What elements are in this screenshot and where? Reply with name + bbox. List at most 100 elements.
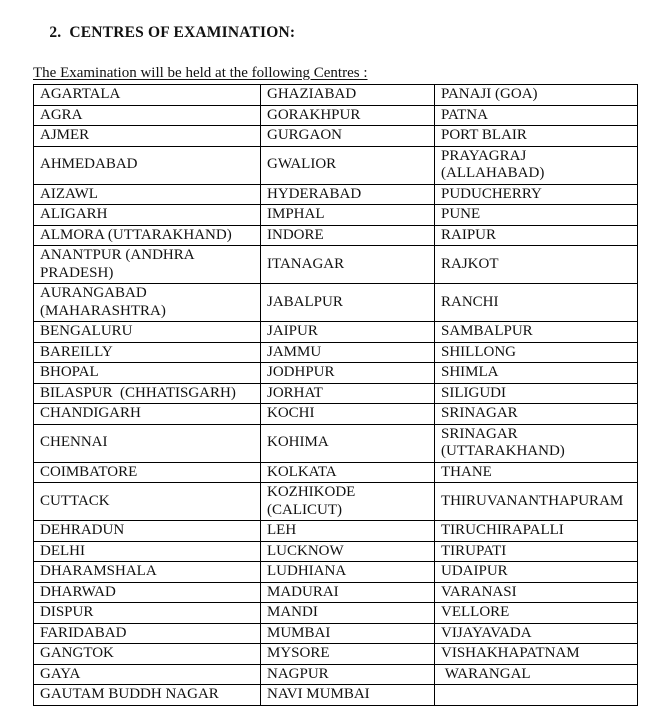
centre-cell: INDORE	[260, 224, 435, 246]
table-row: DELHI LUCKNOW TIRUPATI	[33, 540, 638, 562]
centre-cell: ALMORA (UTTARAKHAND)	[33, 224, 261, 246]
centre-cell: TIRUCHIRAPALLI	[434, 520, 638, 542]
centre-cell: DHARAMSHALA	[33, 561, 261, 583]
table-row: AGARTALA GHAZIABAD PANAJI (GOA)	[33, 84, 638, 106]
centre-cell: GWALIOR	[260, 145, 435, 185]
centre-cell: RAIPUR	[434, 224, 638, 246]
centre-cell: PATNA	[434, 104, 638, 126]
centre-cell: KOHIMA	[260, 423, 435, 463]
centre-cell: JAIPUR	[260, 321, 435, 343]
table-row: CHANDIGARH KOCHI SRINAGAR	[33, 403, 638, 425]
centre-cell: AGRA	[33, 104, 261, 126]
centre-cell: ALIGARH	[33, 204, 261, 226]
centre-cell: LUCKNOW	[260, 540, 435, 562]
table-row: BILASPUR (CHHATISGARH) JORHAT SILIGUDI	[33, 382, 638, 404]
centre-cell: VISHAKHAPATNAM	[434, 643, 638, 665]
centre-cell: IMPHAL	[260, 204, 435, 226]
centre-cell: JODHPUR	[260, 362, 435, 384]
centre-cell: BILASPUR (CHHATISGARH)	[33, 382, 261, 404]
section-number: 2.	[49, 24, 62, 41]
centre-cell: SRINAGAR (UTTARAKHAND)	[434, 423, 638, 463]
centre-cell: SILIGUDI	[434, 382, 638, 404]
centre-cell: BAREILLY	[33, 341, 261, 363]
table-row: BHOPAL JODHPUR SHIMLA	[33, 362, 638, 384]
centre-cell: SRINAGAR	[434, 403, 638, 425]
centre-cell: PUDUCHERRY	[434, 183, 638, 205]
table-row: AHMEDABAD GWALIOR PRAYAGRAJ (ALLAHABAD)	[33, 145, 638, 185]
centres-table-body: AGARTALA GHAZIABAD PANAJI (GOA) AGRA GOR…	[33, 84, 638, 706]
centre-cell: PORT BLAIR	[434, 125, 638, 147]
centres-table: AGARTALA GHAZIABAD PANAJI (GOA) AGRA GOR…	[33, 84, 638, 706]
table-row: AIZAWL HYDERABAD PUDUCHERRY	[33, 183, 638, 205]
centre-cell: CHANDIGARH	[33, 403, 261, 425]
centre-cell: BENGALURU	[33, 321, 261, 343]
table-row: ANANTPUR (ANDHRA PRADESH) ITANAGAR RAJKO…	[33, 245, 638, 284]
centre-cell: UDAIPUR	[434, 561, 638, 583]
centre-cell: AGARTALA	[33, 84, 261, 106]
centre-cell: MADURAI	[260, 581, 435, 603]
centre-cell: SHIMLA	[434, 362, 638, 384]
centre-cell: JABALPUR	[260, 283, 435, 322]
centre-cell: PRAYAGRAJ (ALLAHABAD)	[434, 145, 638, 185]
centre-cell: VELLORE	[434, 602, 638, 624]
centre-cell: JAMMU	[260, 341, 435, 363]
centre-cell: CHENNAI	[33, 423, 261, 463]
centre-cell: NAGPUR	[260, 663, 435, 685]
centre-cell: HYDERABAD	[260, 183, 435, 205]
centre-cell: GHAZIABAD	[260, 84, 435, 106]
centre-cell: TIRUPATI	[434, 540, 638, 562]
centre-cell: PUNE	[434, 204, 638, 226]
centre-cell	[434, 684, 638, 706]
centre-cell: PANAJI (GOA)	[434, 84, 638, 106]
section-title: CENTRES OF EXAMINATION:	[69, 24, 296, 41]
centre-cell: KOZHIKODE (CALICUT)	[260, 482, 435, 521]
centre-cell: DISPUR	[33, 602, 261, 624]
table-row: GANGTOK MYSORE VISHAKHAPATNAM	[33, 643, 638, 665]
centre-cell: VIJAYAVADA	[434, 622, 638, 644]
table-row: AURANGABAD (MAHARASHTRA) JABALPUR RANCHI	[33, 283, 638, 322]
centre-cell: LEH	[260, 520, 435, 542]
table-row: DISPUR MANDI VELLORE	[33, 602, 638, 624]
centre-cell: VARANASI	[434, 581, 638, 603]
centre-cell: SHILLONG	[434, 341, 638, 363]
centre-cell: AIZAWL	[33, 183, 261, 205]
table-row: DHARAMSHALA LUDHIANA UDAIPUR	[33, 561, 638, 583]
table-row: CHENNAI KOHIMA SRINAGAR (UTTARAKHAND)	[33, 423, 638, 463]
table-row: BENGALURU JAIPUR SAMBALPUR	[33, 321, 638, 343]
centre-cell: AHMEDABAD	[33, 145, 261, 185]
centre-cell: ANANTPUR (ANDHRA PRADESH)	[33, 245, 261, 284]
table-row: BAREILLY JAMMU SHILLONG	[33, 341, 638, 363]
centre-cell: CUTTACK	[33, 482, 261, 521]
centre-cell: KOCHI	[260, 403, 435, 425]
centre-cell: THIRUVANANTHAPURAM	[434, 482, 638, 521]
centre-cell: GURGAON	[260, 125, 435, 147]
table-row: ALMORA (UTTARAKHAND) INDORE RAIPUR	[33, 224, 638, 246]
centre-cell: KOLKATA	[260, 461, 435, 483]
centre-cell: MYSORE	[260, 643, 435, 665]
table-row: COIMBATORE KOLKATA THANE	[33, 461, 638, 483]
table-row: ALIGARH IMPHAL PUNE	[33, 204, 638, 226]
centre-cell: MUMBAI	[260, 622, 435, 644]
centre-cell: MANDI	[260, 602, 435, 624]
centre-cell: NAVI MUMBAI	[260, 684, 435, 706]
centre-cell: GAYA	[33, 663, 261, 685]
intro-line: The Examination will be held at the foll…	[33, 65, 368, 81]
centre-cell: DEHRADUN	[33, 520, 261, 542]
centre-cell: DHARWAD	[33, 581, 261, 603]
centre-cell: RAJKOT	[434, 245, 638, 284]
centre-cell: GORAKHPUR	[260, 104, 435, 126]
centre-cell: WARANGAL	[434, 663, 638, 685]
centre-cell: ITANAGAR	[260, 245, 435, 284]
centre-cell: AURANGABAD (MAHARASHTRA)	[33, 283, 261, 322]
table-row: CUTTACK KOZHIKODE (CALICUT) THIRUVANANTH…	[33, 482, 638, 521]
table-row: DHARWAD MADURAI VARANASI	[33, 581, 638, 603]
centre-cell: DELHI	[33, 540, 261, 562]
section-heading: 2. CENTRES OF EXAMINATION:	[33, 6, 637, 60]
centre-cell: JORHAT	[260, 382, 435, 404]
table-row: GAYA NAGPUR WARANGAL	[33, 663, 638, 685]
centre-cell: FARIDABAD	[33, 622, 261, 644]
table-row: AGRA GORAKHPUR PATNA	[33, 104, 638, 126]
centre-cell: BHOPAL	[33, 362, 261, 384]
table-row: AJMER GURGAON PORT BLAIR	[33, 125, 638, 147]
